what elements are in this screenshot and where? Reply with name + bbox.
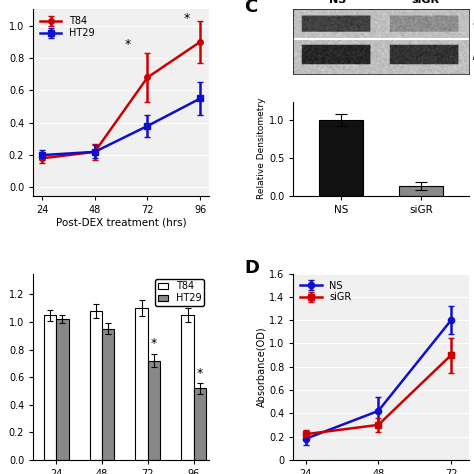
Text: $\beta$-ac: $\beta$-ac (472, 48, 474, 63)
Text: *: * (151, 337, 157, 350)
Text: NS: NS (329, 0, 346, 5)
Text: siGR: siGR (411, 0, 439, 5)
Legend: T84, HT29: T84, HT29 (38, 14, 97, 40)
Text: D: D (244, 259, 259, 277)
Bar (56, 319, 69, 460)
Text: C: C (244, 0, 257, 16)
Bar (102, 329, 114, 460)
Y-axis label: Absorbance(OD): Absorbance(OD) (256, 327, 266, 407)
Text: *: * (184, 12, 190, 26)
Text: *: * (197, 367, 203, 380)
Bar (148, 361, 160, 460)
Bar (319, 120, 364, 196)
Legend: T84, HT29: T84, HT29 (155, 279, 204, 306)
Text: GR: GR (472, 20, 474, 30)
Bar (44, 315, 56, 460)
Bar (181, 315, 194, 460)
Bar (90, 311, 102, 460)
Legend: NS, siGR: NS, siGR (298, 279, 354, 304)
Text: *: * (125, 38, 131, 51)
X-axis label: Post-DEX treatment (hrs): Post-DEX treatment (hrs) (56, 218, 186, 228)
Bar (399, 186, 443, 196)
Bar (136, 308, 148, 460)
Bar (194, 388, 206, 460)
Y-axis label: Relative Densitometry: Relative Densitometry (257, 98, 266, 200)
